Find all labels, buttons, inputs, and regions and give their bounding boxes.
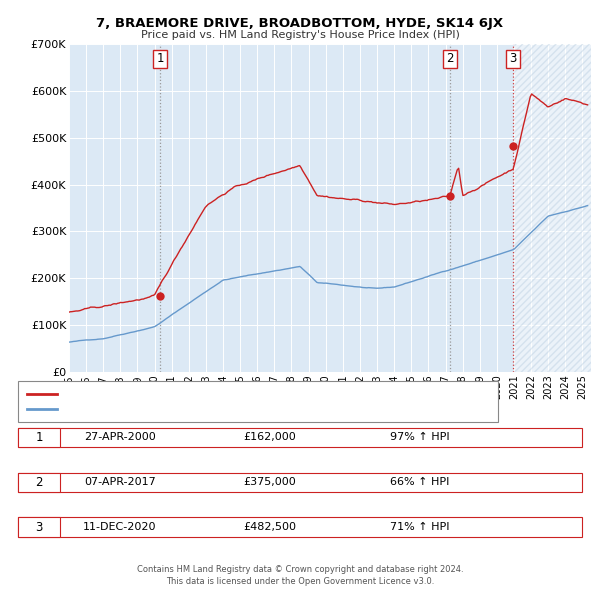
Text: 27-APR-2000: 27-APR-2000 [84,432,156,442]
Text: 1: 1 [157,53,164,65]
Text: 7, BRAEMORE DRIVE, BROADBOTTOM, HYDE, SK14 6JX: 7, BRAEMORE DRIVE, BROADBOTTOM, HYDE, SK… [97,17,503,30]
Text: 2: 2 [35,476,43,489]
Text: 71% ↑ HPI: 71% ↑ HPI [390,522,450,532]
Text: Contains HM Land Registry data © Crown copyright and database right 2024.
This d: Contains HM Land Registry data © Crown c… [137,565,463,586]
Bar [514,44,591,372]
Text: £162,000: £162,000 [244,432,296,442]
Text: HPI: Average price, detached house, Tameside: HPI: Average price, detached house, Tame… [63,404,290,414]
Text: 3: 3 [35,520,43,534]
Text: £375,000: £375,000 [244,477,296,487]
Text: 2: 2 [446,53,454,65]
Text: 97% ↑ HPI: 97% ↑ HPI [390,432,450,442]
Text: 1: 1 [35,431,43,444]
Text: 66% ↑ HPI: 66% ↑ HPI [391,477,449,487]
Text: 11-DEC-2020: 11-DEC-2020 [83,522,157,532]
Text: Price paid vs. HM Land Registry's House Price Index (HPI): Price paid vs. HM Land Registry's House … [140,30,460,40]
Text: 7, BRAEMORE DRIVE, BROADBOTTOM, HYDE, SK14 6JX (detached house): 7, BRAEMORE DRIVE, BROADBOTTOM, HYDE, SK… [63,389,419,398]
Text: 07-APR-2017: 07-APR-2017 [84,477,156,487]
Text: £482,500: £482,500 [244,522,296,532]
Text: 3: 3 [509,53,517,65]
